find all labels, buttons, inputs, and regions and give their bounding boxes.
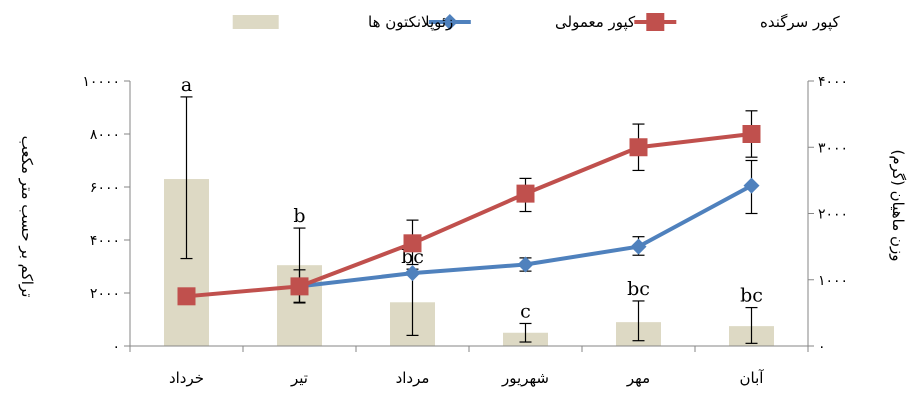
x-tick-label: خرداد <box>169 369 204 387</box>
x-tick-label: آبان <box>740 369 765 387</box>
y-left-tick-label: ۱۰۰۰۰ <box>82 74 120 90</box>
x-tick-label: مرداد <box>396 369 430 387</box>
bar-label: c <box>520 300 531 322</box>
line-point <box>516 184 535 203</box>
line-series-2 <box>177 110 761 306</box>
line-point <box>517 256 534 273</box>
bars <box>164 179 774 346</box>
y-right-tick-label: ۱۰۰۰ <box>818 273 848 289</box>
y-left-tick-label: ۲۰۰۰ <box>90 286 120 302</box>
y-left-tick-label: ۶۰۰۰ <box>90 180 120 196</box>
y-right-tick-label: ۳۰۰۰ <box>818 140 848 156</box>
legend-key-marker <box>646 13 665 31</box>
legend: کپور سرگنده کپور معمولی زئوپلانکتون ها <box>232 13 841 32</box>
y-left-tick-label: ۴۰۰۰ <box>90 233 120 249</box>
line-point <box>742 125 761 143</box>
line-point <box>629 138 648 157</box>
line-series <box>177 110 761 306</box>
line-point <box>630 238 647 255</box>
line-point <box>177 287 196 306</box>
bar-label: bc <box>740 285 763 307</box>
axes: ۰ ۲۰۰۰ ۴۰۰۰ ۶۰۰۰ ۸۰۰۰ ۱۰۰۰۰ ۰ ۱۰۰۰ ۲۰۰۰ ۳۰۰۰ ۴۰۰۰ <box>82 74 848 355</box>
legend-key-marker <box>441 14 458 30</box>
series-line <box>186 132 752 299</box>
bar-label: b <box>293 205 305 227</box>
legend-label: کپور سرگنده <box>760 13 841 32</box>
line-point <box>404 265 421 282</box>
bar-label: bc <box>627 278 650 300</box>
y-axis-left-title: تراکم بر حسب متر مکعب <box>18 136 36 298</box>
line-point <box>403 234 422 253</box>
legend-key-bar <box>232 15 279 29</box>
bar-label: a <box>181 74 192 96</box>
line-point <box>290 277 309 296</box>
y-right-tick-label: ۲۰۰۰ <box>818 207 848 223</box>
legend-label: زئوپلانکتون ها <box>368 13 453 32</box>
x-tick-label: شهریور <box>501 369 549 387</box>
y-left-tick-label: ۰ <box>112 339 120 355</box>
legend-label: کپور معمولی <box>555 13 636 32</box>
line-point <box>743 177 760 194</box>
y-axis-right-title: وزن ماهیان (گرم) <box>889 149 907 261</box>
y-left-tick-label: ۸۰۰۰ <box>90 127 120 143</box>
x-tick-labels: خرداد تیر مرداد شهریور مهر آبان <box>169 369 764 387</box>
x-tick-label: مهر <box>626 369 650 387</box>
y-right-tick-label: ۰ <box>818 339 826 355</box>
y-right-tick-label: ۴۰۰۰ <box>818 74 848 90</box>
x-tick-label: تیر <box>290 369 308 387</box>
